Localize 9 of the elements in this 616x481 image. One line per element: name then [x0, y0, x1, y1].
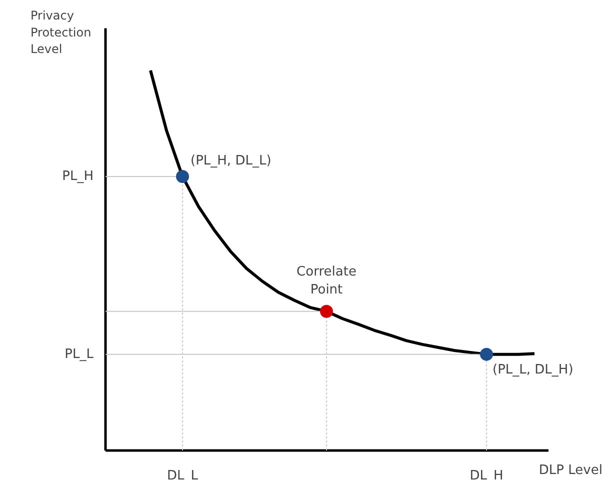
x-tick-label: DL_H — [470, 468, 504, 481]
annotation: (PL_L, DL_H) — [492, 362, 574, 378]
ref-line-label: PL_H — [62, 168, 94, 184]
annotation: Correlate Point — [296, 264, 356, 298]
ref-line-label: PL_L — [64, 346, 94, 362]
annotation: (PL_H, DL_L) — [190, 153, 272, 168]
x-axis-title: DLP Level — [538, 462, 602, 478]
x-tick-label: DL_L — [167, 468, 199, 481]
y-axis-title: Privacy Protection Level — [30, 8, 92, 56]
